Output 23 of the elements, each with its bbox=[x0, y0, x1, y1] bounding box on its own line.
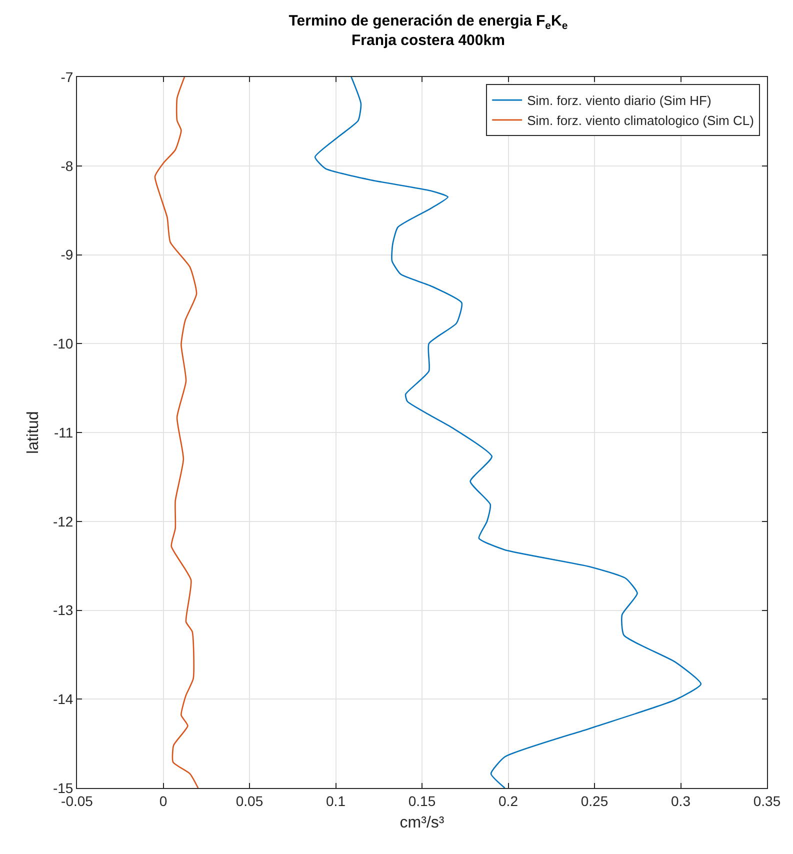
y-tick-label: -12 bbox=[52, 513, 74, 530]
x-tick-label: 0.35 bbox=[753, 792, 781, 809]
y-tick-label: -11 bbox=[54, 424, 74, 440]
x-tick-label: 0.3 bbox=[671, 792, 691, 809]
x-tick-label: 0.05 bbox=[236, 792, 264, 809]
y-tick-label: -13 bbox=[52, 602, 74, 618]
y-tick-label: -14 bbox=[52, 691, 74, 708]
y-tick-label: -7 bbox=[60, 68, 74, 85]
x-tick-label: 0.2 bbox=[498, 792, 518, 809]
legend-label: Sim. forz. viento diario (Sim HF) bbox=[527, 93, 712, 108]
x-tick-label: 0 bbox=[159, 792, 168, 809]
x-axis-title: cm³/s³ bbox=[400, 814, 445, 832]
y-tick-label: -10 bbox=[52, 336, 74, 352]
line-series bbox=[154, 77, 199, 788]
chart-subtitle: Franja costera 400km bbox=[352, 32, 505, 50]
y-axis-title: latitud bbox=[24, 411, 42, 454]
x-tick-label: 0.1 bbox=[326, 792, 346, 809]
x-tick-label: 0.25 bbox=[580, 792, 608, 809]
y-tick-label: -8 bbox=[60, 158, 74, 174]
legend-label: Sim. forz. viento climatologico (Sim CL) bbox=[527, 113, 754, 128]
y-tick-label: -9 bbox=[60, 246, 74, 263]
chart-title: Termino de generación de energia F$_{e}$K$_{e}$ bbox=[288, 12, 568, 32]
x-tick-label: 0.15 bbox=[408, 792, 436, 809]
